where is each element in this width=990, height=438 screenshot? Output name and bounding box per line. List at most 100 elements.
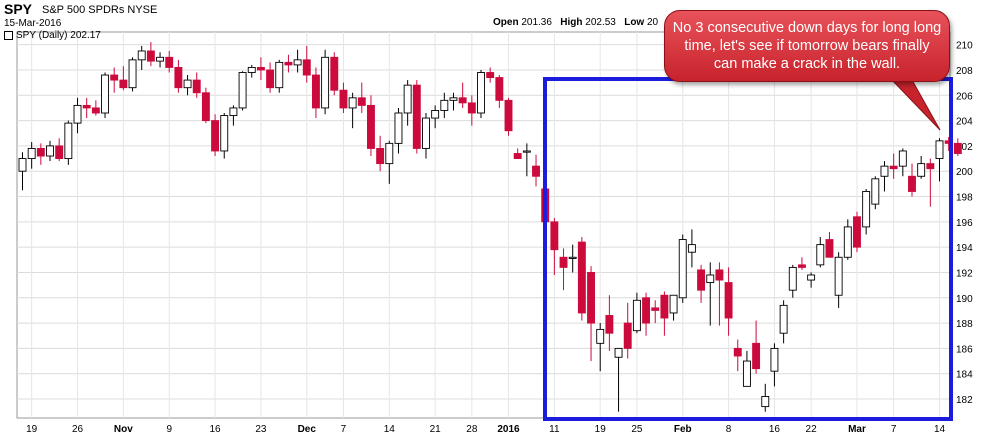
candle-body xyxy=(431,110,440,119)
candle xyxy=(614,347,623,412)
candle xyxy=(165,50,174,73)
legend-icon xyxy=(4,30,13,40)
candle-body xyxy=(889,165,898,170)
candle-body xyxy=(467,102,476,114)
candle-body xyxy=(825,239,834,258)
candle xyxy=(889,153,898,179)
candle-body xyxy=(853,216,861,248)
candle xyxy=(339,82,348,113)
x-tick-label: 28 xyxy=(466,424,478,435)
candle-body xyxy=(311,74,320,109)
candle xyxy=(321,49,330,115)
candle-body xyxy=(238,72,247,109)
candle xyxy=(101,72,109,119)
candle-body xyxy=(926,163,935,170)
annotation-text: No 3 consecutive down days for long long… xyxy=(672,20,942,72)
x-tick-label: 19 xyxy=(26,424,38,435)
candle-body xyxy=(449,97,458,101)
x-tick-label: 7 xyxy=(891,424,897,435)
ohlc-readout: Open 201.36 High 202.53 Low 20 xyxy=(493,17,658,28)
candle-body xyxy=(357,97,366,106)
candle-body xyxy=(871,178,880,205)
candle-body xyxy=(568,256,577,259)
y-tick-label: 196 xyxy=(956,218,973,229)
candle-body xyxy=(761,396,770,408)
candle-body xyxy=(165,56,174,68)
x-tick-label: Mar xyxy=(848,424,866,435)
candle xyxy=(513,148,522,160)
candle xyxy=(853,211,861,253)
candle xyxy=(834,252,843,308)
candle xyxy=(587,266,595,362)
candle xyxy=(522,143,531,177)
y-tick-label: 188 xyxy=(956,319,973,330)
x-axis-labels: 19 26 Nov 9 16 23 Dec 7 14 21 28 2016 11 19 25 Feb 8 16 22… xyxy=(26,424,945,435)
ticker-symbol: SPY xyxy=(4,1,33,17)
candle-body xyxy=(486,72,495,79)
candle-body xyxy=(843,226,852,258)
candle-body xyxy=(73,104,82,124)
candle xyxy=(119,66,128,91)
candle xyxy=(449,92,458,111)
candle xyxy=(953,138,962,157)
candle xyxy=(871,176,880,210)
candle-body xyxy=(513,153,522,160)
y-tick-label: 182 xyxy=(956,395,973,406)
candle xyxy=(220,112,229,159)
candle-body xyxy=(651,307,660,311)
y-tick-label: 192 xyxy=(956,268,973,279)
high-value: 202.53 xyxy=(585,17,616,28)
candle-body xyxy=(532,165,540,177)
candle-body xyxy=(385,142,394,165)
candle-body xyxy=(770,347,779,372)
candle-body xyxy=(266,69,275,89)
candle xyxy=(330,52,339,96)
y-tick-label: 190 xyxy=(956,294,973,305)
candle xyxy=(431,105,440,129)
candle xyxy=(752,320,761,374)
candle-body xyxy=(46,145,54,157)
candle xyxy=(917,156,926,179)
candle-body xyxy=(394,112,403,144)
candle xyxy=(367,95,375,157)
candle-body xyxy=(64,122,73,160)
candle-body xyxy=(247,66,256,73)
candle xyxy=(211,114,220,157)
candle-body xyxy=(834,256,843,296)
candle xyxy=(174,59,183,93)
candle xyxy=(532,154,540,187)
candle-body xyxy=(559,256,568,268)
x-tick-label: 26 xyxy=(72,424,84,435)
x-tick-label: 23 xyxy=(255,424,267,435)
candle xyxy=(761,383,770,412)
candle xyxy=(183,75,192,96)
candle xyxy=(302,45,311,83)
candle xyxy=(495,75,504,108)
candle xyxy=(36,143,45,165)
candle xyxy=(568,244,577,273)
candle xyxy=(412,80,421,154)
candle xyxy=(697,264,706,303)
candle xyxy=(440,92,449,119)
candle-body xyxy=(660,294,669,319)
ticker-name: S&P 500 SPDRs NYSE xyxy=(42,4,158,16)
candle-body xyxy=(146,50,155,62)
candle xyxy=(293,49,302,73)
callout-pointer xyxy=(890,79,941,131)
candle-body xyxy=(18,158,27,172)
candle-body xyxy=(220,115,229,152)
x-tick-label: 16 xyxy=(210,424,222,435)
series-legend: SPY (Daily) 202.17 xyxy=(4,30,101,41)
candle-body xyxy=(477,72,485,114)
candle xyxy=(311,67,320,119)
candle-body xyxy=(706,274,715,284)
high-label: High xyxy=(560,17,583,28)
candle xyxy=(201,87,210,124)
candle-body xyxy=(697,269,706,291)
candle-body xyxy=(908,175,916,192)
candle xyxy=(632,292,641,334)
candle-body xyxy=(632,299,641,332)
candle-body xyxy=(156,56,165,62)
candle xyxy=(385,140,394,184)
candle-body xyxy=(614,347,623,358)
